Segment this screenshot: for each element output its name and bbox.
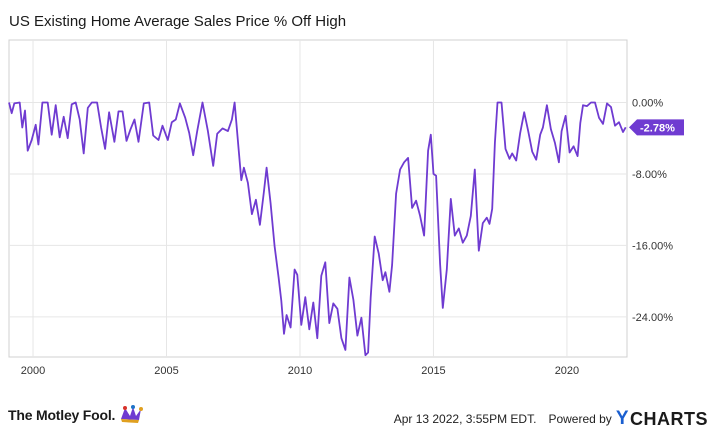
ycharts-y-icon: Y xyxy=(615,408,629,429)
series-line xyxy=(8,101,627,357)
jester-hat-icon xyxy=(121,405,144,423)
y-tick-label: -16.00% xyxy=(632,240,673,252)
x-tick-label: 2005 xyxy=(154,365,178,377)
y-tick-label: -24.00% xyxy=(632,312,673,324)
last-value-badge xyxy=(629,119,684,136)
ycharts-wordmark: CHARTS xyxy=(630,408,708,429)
x-tick-label: 2015 xyxy=(421,365,445,377)
ycharts-logo[interactable]: Y CHARTS xyxy=(616,408,708,430)
footer-attribution: Apr 13 2022, 3:55PM EDT. Powered by Y CH… xyxy=(394,408,708,430)
y-tick-label: -8.00% xyxy=(632,169,667,181)
x-tick-label: 2000 xyxy=(21,365,45,377)
last-value-label: -2.78% xyxy=(640,122,675,134)
plot-frame xyxy=(8,39,628,358)
timestamp: Apr 13 2022, 3:55PM EDT. xyxy=(393,412,537,426)
powered-by-text: Powered by xyxy=(548,412,612,426)
x-tick-label: 2020 xyxy=(555,365,579,377)
brand-text: The Motley Fool. xyxy=(8,407,116,423)
y-tick-label: 0.00% xyxy=(632,98,663,110)
chart-title: US Existing Home Average Sales Price % O… xyxy=(9,13,347,30)
x-tick-label: 2010 xyxy=(288,365,312,377)
motley-fool-logo: The Motley Fool. xyxy=(8,405,145,425)
